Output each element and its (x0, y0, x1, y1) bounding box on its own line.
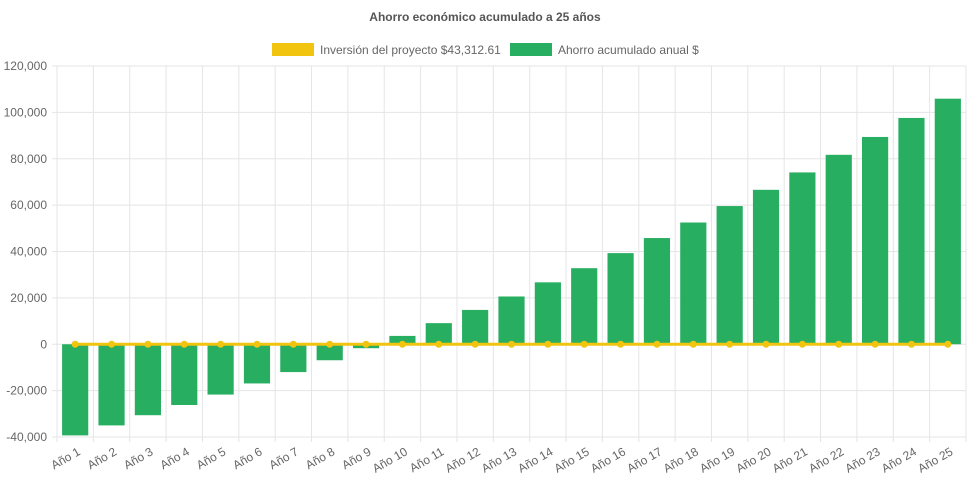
investment-point[interactable] (580, 340, 588, 348)
y-tick-label: -40,000 (6, 430, 47, 444)
x-tick-label: Año 3 (121, 444, 155, 472)
bar[interactable] (680, 222, 707, 345)
x-tick-label: Año 9 (339, 444, 373, 472)
bar[interactable] (171, 344, 198, 406)
y-tick-label: 40,000 (10, 245, 47, 259)
y-tick-label: 20,000 (10, 291, 47, 305)
bar[interactable] (207, 344, 234, 395)
legend-label-investment: Inversión del proyecto $43,312.61 (320, 43, 501, 57)
bar[interactable] (571, 268, 598, 345)
x-tick-label: Año 15 (552, 444, 592, 475)
bar[interactable] (62, 344, 89, 436)
investment-point[interactable] (689, 340, 697, 348)
bar[interactable] (752, 189, 780, 345)
investment-point[interactable] (544, 340, 552, 348)
bar[interactable] (862, 136, 889, 345)
x-tick-label: Año 23 (843, 444, 883, 475)
bar[interactable] (789, 172, 816, 345)
bar[interactable] (389, 335, 416, 345)
investment-point[interactable] (835, 340, 843, 348)
investment-point[interactable] (326, 340, 334, 348)
investment-point[interactable] (108, 340, 116, 348)
bar[interactable] (462, 309, 489, 345)
investment-point[interactable] (289, 340, 297, 348)
investment-point[interactable] (180, 340, 188, 348)
y-tick-label: 100,000 (4, 105, 48, 119)
bar[interactable] (825, 154, 852, 345)
x-tick-label: Año 4 (158, 444, 192, 472)
x-tick-label: Año 11 (407, 444, 446, 475)
bar[interactable] (607, 253, 634, 345)
x-tick-label: Año 14 (515, 444, 555, 475)
x-tick-label: Año 17 (624, 444, 664, 475)
investment-point[interactable] (798, 340, 806, 348)
investment-point[interactable] (726, 340, 734, 348)
x-tick-label: Año 12 (443, 444, 483, 475)
bars (62, 98, 961, 436)
x-tick-label: Año 5 (194, 444, 228, 472)
y-tick-label: 60,000 (10, 198, 47, 212)
legend-item-investment[interactable]: Inversión del proyecto $43,312.61 (272, 43, 501, 57)
bar[interactable] (716, 206, 743, 345)
x-tick-label: Año 1 (49, 444, 83, 472)
bar[interactable] (425, 323, 452, 345)
x-axis: Año 1 Año 2 Año 3 Año 4 Año 5 Año 6 Año 7 Año 8… (49, 444, 956, 475)
legend-label-savings: Ahorro acumulado anual $ (558, 43, 699, 57)
investment-point[interactable] (508, 340, 515, 348)
x-tick-label: Año 8 (303, 444, 337, 472)
y-tick-label: 120,000 (4, 59, 48, 73)
investment-point[interactable] (144, 340, 152, 348)
y-tick-label: 0 (40, 337, 47, 351)
investment-point[interactable] (217, 340, 225, 348)
investment-point[interactable] (253, 340, 261, 348)
investment-point[interactable] (907, 340, 915, 348)
x-tick-label: Año 19 (697, 444, 737, 475)
investment-point[interactable] (653, 340, 661, 348)
x-tick-label: Año 25 (915, 444, 955, 475)
chart-title: Ahorro económico acumulado a 25 años (369, 10, 601, 24)
x-tick-label: Año 2 (85, 444, 119, 472)
x-tick-label: Año 24 (879, 444, 919, 475)
bar[interactable] (934, 98, 961, 345)
legend: Inversión del proyecto $43,312.61 Ahorro… (272, 43, 699, 57)
bar[interactable] (498, 296, 525, 345)
investment-point[interactable] (762, 340, 770, 348)
investment-point[interactable] (362, 340, 370, 348)
bar[interactable] (134, 344, 161, 416)
bar[interactable] (534, 282, 561, 345)
bar[interactable] (98, 344, 125, 426)
x-tick-label: Año 10 (370, 444, 410, 475)
investment-point[interactable] (435, 340, 443, 348)
bar[interactable] (243, 344, 271, 384)
y-tick-label: 80,000 (10, 152, 47, 166)
investment-point[interactable] (471, 340, 479, 348)
investment-point[interactable] (944, 340, 952, 348)
x-tick-label: Año 18 (661, 444, 701, 475)
x-tick-label: Año 22 (806, 444, 846, 475)
investment-point[interactable] (71, 340, 79, 348)
bar[interactable] (643, 238, 671, 345)
legend-swatch-investment (272, 43, 314, 56)
investment-point[interactable] (871, 340, 879, 348)
bar[interactable] (898, 117, 925, 345)
investment-point[interactable] (398, 340, 406, 348)
legend-item-savings[interactable]: Ahorro acumulado anual $ (510, 43, 699, 57)
grid (52, 65, 967, 442)
x-tick-label: Año 20 (734, 444, 774, 475)
x-tick-label: Año 21 (770, 444, 810, 475)
legend-swatch-savings (510, 43, 552, 56)
y-axis: 120,000 100,000 80,000 60,000 40,000 20,000 0 -… (4, 59, 48, 444)
x-tick-label: Año 16 (588, 444, 628, 475)
bar[interactable] (280, 344, 307, 373)
x-tick-label: Año 6 (230, 444, 264, 472)
investment-line (71, 340, 952, 348)
y-tick-label: -20,000 (6, 384, 47, 398)
x-tick-label: Año 7 (267, 444, 301, 472)
investment-point[interactable] (617, 340, 625, 348)
bar[interactable] (316, 344, 343, 361)
x-tick-label: Año 13 (479, 444, 519, 475)
